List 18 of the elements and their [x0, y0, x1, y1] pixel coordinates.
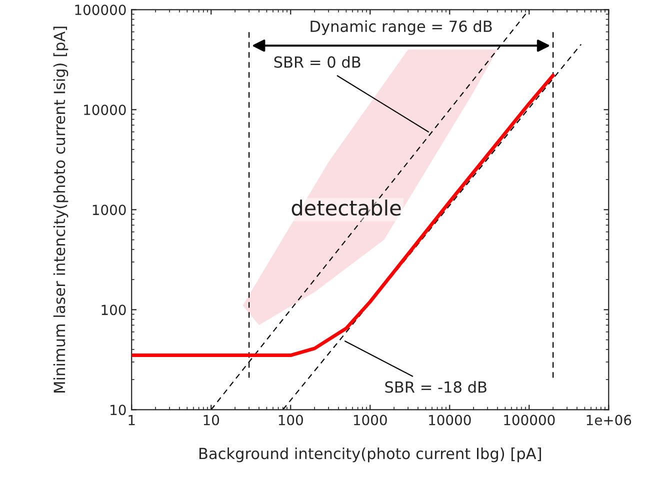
annotation: Dynamic range = 76 dB: [310, 20, 492, 36]
y-tick-label: 1000: [92, 204, 126, 216]
x-axis-title: Background intencity(photo current Ibg) [pA]: [199, 447, 541, 462]
y-tick-label: 100000: [75, 4, 126, 16]
y-tick-label: 10000: [84, 104, 126, 116]
x-tick-label: 10000: [429, 414, 471, 426]
y-tick-label: 100: [102, 304, 126, 316]
x-tick-label: 1: [128, 414, 135, 426]
x-tick-label: 100: [278, 414, 303, 426]
x-tick-label: 100000: [504, 414, 555, 426]
annotation: detectable: [292, 200, 401, 216]
x-tick-label: 1e+06: [586, 414, 632, 426]
y-axis-title: Minimum laser intencity(photo current Isig) [pA]: [53, 26, 68, 392]
annotation: SBR = -18 dB: [385, 381, 486, 393]
x-tick-label: 1000: [354, 414, 387, 426]
annotation: SBR = 0 dB: [274, 56, 360, 68]
x-tick-label: 10: [204, 414, 220, 426]
y-tick-label: 10: [110, 404, 126, 416]
